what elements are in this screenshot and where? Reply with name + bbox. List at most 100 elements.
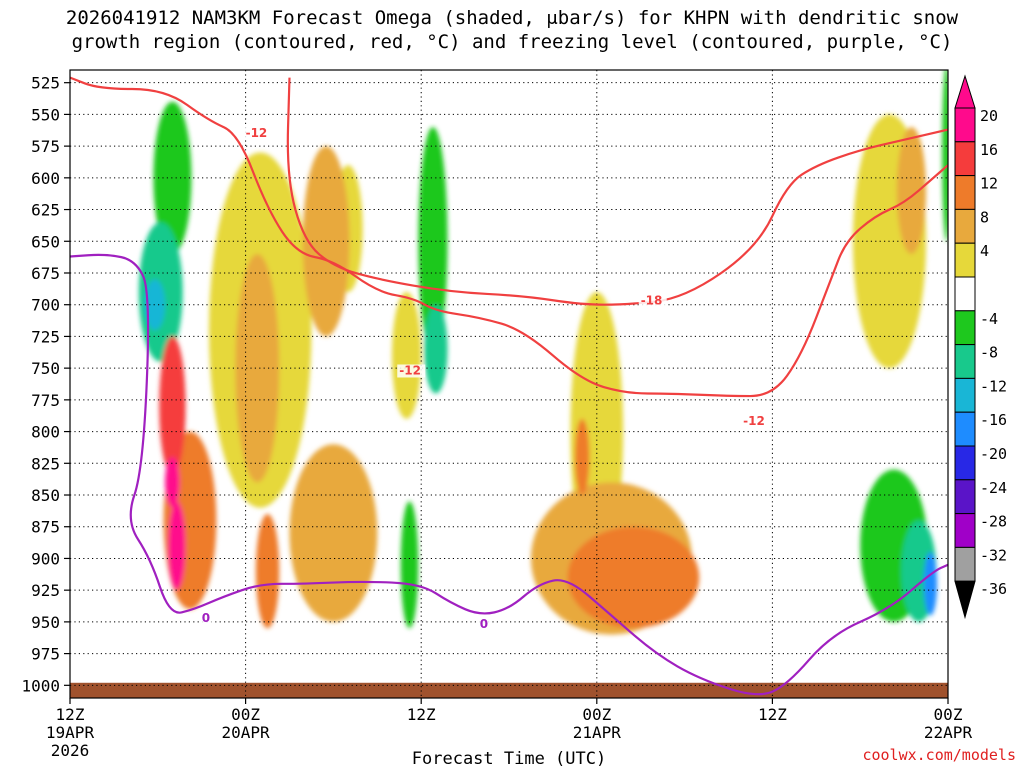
colorbar-label: -8 <box>980 344 998 362</box>
omega-region <box>153 101 192 254</box>
contour-label-bg <box>199 611 212 625</box>
y-tick-label: 700 <box>31 296 60 315</box>
colorbar-bin <box>954 411 976 447</box>
y-tick-label: 825 <box>31 454 60 473</box>
omega-region <box>144 279 166 331</box>
x-tick-label: 2026 <box>51 741 90 760</box>
y-tick-label: 525 <box>31 74 60 93</box>
colorbar: 20 16 12 8 4 -4 -8 -12 -16 -20 -24 -28 -32 -36 <box>954 74 1007 620</box>
omega-region <box>391 292 422 419</box>
colorbar-bin <box>954 242 976 278</box>
contour-layer: -12 -12 -12 -18 0 0 <box>70 76 948 696</box>
x-tick-label: 12Z <box>407 705 436 724</box>
omega-region <box>567 526 700 629</box>
colorbar-label: 12 <box>980 175 998 193</box>
omega-region <box>942 70 948 242</box>
x-tick-label: 00Z <box>934 705 963 724</box>
colorbar-bin <box>954 479 976 515</box>
colorbar-bin <box>954 445 976 481</box>
colorbar-label: 8 <box>980 208 989 226</box>
colorbar-bin <box>954 175 976 210</box>
y-tick-label: 725 <box>31 327 60 346</box>
omega-region <box>159 336 186 476</box>
omega-region <box>574 418 590 496</box>
x-tick-label: 12Z <box>56 705 85 724</box>
title-line-1: 2026041912 NAM3KM Forecast Omega (shaded… <box>66 7 959 29</box>
y-tick-label: 850 <box>31 486 60 505</box>
omega-region <box>418 127 448 356</box>
x-tick-label: 12Z <box>758 705 787 724</box>
omega-region <box>400 501 419 629</box>
colorbar-bin <box>954 208 976 244</box>
colorbar-bin <box>954 377 976 413</box>
contour-label: -18 <box>641 294 663 308</box>
omega-region <box>165 456 180 508</box>
contour-label: -12 <box>399 363 421 377</box>
y-tick-label: 900 <box>31 549 60 568</box>
colorbar-label: -28 <box>980 513 1007 531</box>
plot-frame <box>69 69 949 699</box>
y-tick-label: 1000 <box>21 676 60 695</box>
colorbar-bin <box>954 310 976 346</box>
contour-label: 0 <box>202 611 210 625</box>
contour-label: 0 <box>480 617 488 631</box>
colorbar-label: 16 <box>980 141 998 159</box>
omega-region <box>424 304 448 394</box>
contour-label-bg <box>638 294 667 308</box>
x-tick-label: 22APR <box>924 723 973 742</box>
omega-region <box>235 253 280 483</box>
y-tick-label: 650 <box>31 232 60 251</box>
credit-text: coolwx.com/models <box>862 746 1016 764</box>
y-tick-label: 775 <box>31 391 60 410</box>
contour-label-bg <box>243 127 272 141</box>
colorbar-label: -24 <box>980 479 1007 497</box>
x-tick-label: 00Z <box>582 705 611 724</box>
gridlines <box>70 70 948 698</box>
y-tick-label: 875 <box>31 518 60 537</box>
contour-line-2 <box>70 253 948 696</box>
terrain-layer <box>70 682 948 698</box>
y-tick-label: 950 <box>31 613 60 632</box>
contour-label: -12 <box>743 414 765 428</box>
colorbar-label: 4 <box>980 242 989 260</box>
colorbar-label: 20 <box>980 107 998 125</box>
contour-label-bg <box>397 364 426 378</box>
y-axis-ticks: 525 550 575 600 625 650 675 700 725 750 775 800 825 8… <box>21 74 70 695</box>
x-tick-label: 21APR <box>573 723 622 742</box>
colorbar-bin <box>954 276 976 312</box>
terrain-band <box>70 682 948 698</box>
colorbar-label: -20 <box>980 445 1007 463</box>
y-tick-label: 975 <box>31 645 60 664</box>
contour-line-1 <box>286 77 948 306</box>
x-tick-label: 00Z <box>231 705 260 724</box>
y-tick-label: 800 <box>31 423 60 442</box>
omega-region <box>896 127 927 254</box>
plot-area: -12 -12 -12 -18 0 0 <box>70 70 948 698</box>
x-tick-label: 19APR <box>46 723 95 742</box>
y-tick-label: 925 <box>31 581 60 600</box>
colorbar-bin <box>954 107 976 143</box>
contour-label-bg <box>741 415 770 429</box>
colorbar-bin <box>954 141 976 177</box>
omega-region <box>289 444 378 622</box>
x-axis-label: Forecast Time (UTC) <box>412 749 606 768</box>
y-tick-label: 750 <box>31 359 60 378</box>
colorbar-label: -36 <box>980 580 1007 598</box>
omega-region <box>923 552 938 616</box>
contour-label: -12 <box>246 126 268 140</box>
omega-region <box>168 501 186 591</box>
title-line-2: growth region (contoured, red, °C) and f… <box>72 31 953 53</box>
y-tick-label: 550 <box>31 105 60 124</box>
colorbar-label: -12 <box>980 377 1007 395</box>
y-tick-label: 625 <box>31 201 60 220</box>
contour-line-0 <box>70 76 948 398</box>
contour-label-bg <box>477 618 490 632</box>
omega-region <box>255 514 280 629</box>
colorbar-bin <box>954 344 976 379</box>
y-tick-label: 600 <box>31 169 60 188</box>
colorbar-bottom-arrow <box>954 580 976 620</box>
y-tick-label: 675 <box>31 264 60 283</box>
